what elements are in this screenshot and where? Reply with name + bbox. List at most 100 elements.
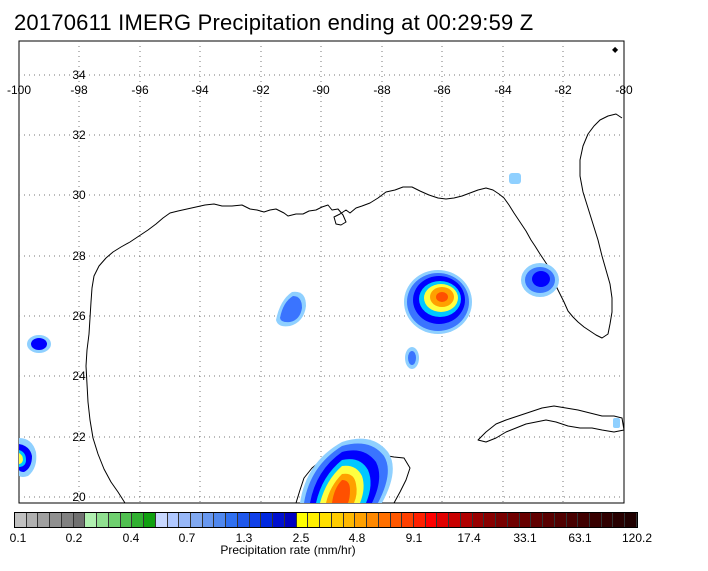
precip-cell-cuba-east: [613, 418, 620, 428]
colorbar-label: 33.1: [513, 531, 537, 545]
colorbar-swatch: [120, 513, 133, 527]
lat-label: 32: [72, 128, 86, 142]
colorbar-swatch: [132, 513, 145, 527]
colorbar-swatch: [437, 513, 450, 527]
colorbar-swatch: [578, 513, 590, 527]
colorbar-swatch: [167, 513, 180, 527]
lon-label: -84: [494, 83, 512, 97]
colorbar-swatch: [61, 513, 74, 527]
colorbar-swatch: [402, 513, 414, 527]
colorbar-swatch: [108, 513, 121, 527]
lat-label: 20: [72, 490, 86, 504]
colorbar-swatch: [191, 513, 203, 527]
colorbar-swatch: [378, 513, 391, 527]
colorbar-swatch: [331, 513, 344, 527]
precip-cell-florida-north: [509, 173, 521, 184]
colorbar-label: 2.5: [292, 531, 310, 545]
colorbar-swatch: [367, 513, 379, 527]
lat-label: 34: [72, 68, 86, 82]
lat-label: 22: [72, 430, 86, 444]
lat-lon-grid: [19, 41, 624, 503]
precipitation-cells: [19, 173, 620, 503]
colorbar-label: 0.7: [178, 531, 196, 545]
colorbar-title: Precipitation rate (mm/hr): [220, 543, 356, 557]
lon-label: -94: [191, 83, 209, 97]
lat-label: 28: [72, 249, 86, 263]
colorbar-swatch: [460, 513, 473, 527]
precip-cell-central-gulf: [276, 291, 306, 327]
cuba-coast: [477, 405, 625, 443]
colorbar-swatch: [519, 513, 532, 527]
colorbar-swatch: [449, 513, 461, 527]
colorbar-swatch: [296, 513, 309, 527]
colorbar-swatch: [601, 513, 614, 527]
lon-label: -90: [312, 83, 330, 97]
colorbar-swatch: [343, 513, 356, 527]
colorbar-swatch: [507, 513, 520, 527]
colorbar-swatch: [73, 513, 86, 527]
colorbar-swatch: [38, 513, 51, 527]
colorbar-swatch: [472, 513, 485, 527]
colorbar-swatch: [179, 513, 192, 527]
colorbar-label: 9.1: [405, 531, 423, 545]
gulf-coast-north-west: [85, 113, 623, 504]
colorbar-swatch: [261, 513, 274, 527]
colorbar-swatch: [214, 513, 227, 527]
precip-cell-west-gulf: [27, 335, 51, 353]
colorbar-swatch: [413, 513, 426, 527]
lat-label: 30: [72, 188, 86, 202]
colorbar-swatch: [496, 513, 508, 527]
colorbar-swatch: [543, 513, 555, 527]
precip-cell-yucatan: [300, 438, 393, 503]
colorbar-swatch: [226, 513, 238, 527]
colorbar-swatch: [589, 513, 602, 527]
colorbar-swatch: [484, 513, 497, 527]
colorbar-swatch: [425, 513, 438, 527]
lon-label: -88: [373, 83, 391, 97]
lon-label: -92: [252, 83, 270, 97]
lat-label: 24: [72, 369, 86, 383]
colorbar-swatch: [202, 513, 215, 527]
precip-cell-south-central: [405, 347, 419, 369]
colorbar-label: 63.1: [568, 531, 592, 545]
colorbar-label: 0.1: [9, 531, 27, 545]
lon-label: -96: [131, 83, 149, 97]
lon-label: -86: [433, 83, 451, 97]
colorbar-swatch: [355, 513, 368, 527]
latitude-labels: 20 22 24 26 28 30 32 34: [72, 68, 86, 504]
lon-label: -80: [615, 83, 633, 97]
colorbar-swatch: [320, 513, 332, 527]
colorbar-swatch: [308, 513, 321, 527]
colorbar-swatch: [249, 513, 262, 527]
colorbar-swatch: [155, 513, 168, 527]
precip-cell-northeast-gulf: [404, 270, 472, 334]
colorbar-swatch: [97, 513, 109, 527]
colorbar-label: 120.2: [621, 531, 653, 545]
precipitation-colorbar: [14, 512, 638, 528]
colorbar-swatch: [613, 513, 626, 527]
colorbar-label: 0.2: [65, 531, 83, 545]
colorbar-swatch: [85, 513, 98, 527]
colorbar-swatch: [554, 513, 567, 527]
colorbar-swatch: [566, 513, 579, 527]
colorbar-swatch: [390, 513, 403, 527]
colorbar-label: 17.4: [457, 531, 481, 545]
colorbar-label: 0.4: [122, 531, 140, 545]
lon-label: -100: [7, 83, 31, 97]
precip-cell-far-west: [19, 438, 37, 477]
lon-label: -82: [554, 83, 572, 97]
colorbar-swatch: [625, 513, 637, 527]
colorbar-swatch: [284, 513, 297, 527]
colorbar-swatch: [144, 513, 156, 527]
longitude-labels: -100 -98 -96 -94 -92 -90 -88 -86 -84 -82…: [7, 83, 633, 97]
colorbar-swatch: [26, 513, 39, 527]
colorbar-label: 4.8: [348, 531, 366, 545]
colorbar-label: 1.3: [235, 531, 253, 545]
map-title: 20170611 IMERG Precipitation ending at 0…: [14, 10, 534, 35]
colorbar-swatch: [237, 513, 250, 527]
lat-label: 26: [72, 309, 86, 323]
lon-label: -98: [70, 83, 88, 97]
corner-marker-icon: ◆: [612, 45, 619, 54]
colorbar-swatch: [531, 513, 544, 527]
